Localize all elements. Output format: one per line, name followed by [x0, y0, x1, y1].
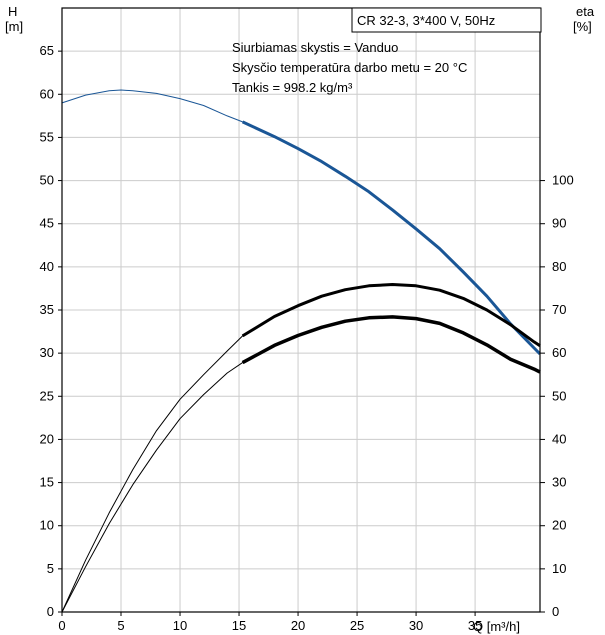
y-left-tick-label: 50 [40, 173, 54, 188]
x-tick-label: 25 [350, 618, 364, 633]
y-right-tick-label: 80 [552, 259, 566, 274]
y-left-label-symbol: H [8, 4, 17, 19]
annotation-fluid: Siurbiamas skystis = Vanduo [232, 40, 398, 55]
y-left-tick-label: 35 [40, 302, 54, 317]
title-box [351, 7, 542, 33]
y-left-tick-label: 30 [40, 345, 54, 360]
y-left-label-unit: [m] [5, 19, 23, 34]
annotation-temperature: Skysčio temperatūra darbo metu = 20 °C [232, 60, 467, 75]
x-axis-label: Q [m³/h] [473, 619, 520, 634]
x-tick-label: 10 [173, 618, 187, 633]
x-tick-label: 15 [232, 618, 246, 633]
curve-series [61, 89, 542, 613]
y-right-tick-label: 40 [552, 431, 566, 446]
x-tick-label: 5 [117, 618, 124, 633]
y-left-tick-label: 45 [40, 216, 54, 231]
y-left-tick-label: 10 [40, 518, 54, 533]
efficiency-curve-lower-thin [61, 316, 541, 613]
y-left-tick-label: 60 [40, 86, 54, 101]
y-left-tick-label: 0 [47, 604, 54, 619]
y-left-tick-label: 65 [40, 43, 54, 58]
annotation-density: Tankis = 998.2 kg/m³ [232, 80, 353, 95]
y-left-tick-label: 20 [40, 431, 54, 446]
y-right-tick-label: 100 [552, 173, 574, 188]
y-left-tick-label: 25 [40, 388, 54, 403]
y-right-tick-label: 70 [552, 302, 566, 317]
efficiency-curve-lower-bold [241, 315, 541, 374]
head-curve-bold [241, 120, 542, 356]
y-right-tick-label: 10 [552, 561, 566, 576]
y-right-tick-label: 90 [552, 216, 566, 231]
efficiency-curve-upper-bold [241, 283, 541, 348]
y-right-tick-label: 20 [552, 518, 566, 533]
x-tick-label: 20 [291, 618, 305, 633]
axes-ticks: 0510152025303540455055606501020304050607… [40, 43, 574, 633]
x-tick-label: 30 [409, 618, 423, 633]
x-tick-label: 0 [58, 618, 65, 633]
x-tick-label: 35 [468, 618, 482, 633]
y-right-label-unit: [%] [573, 19, 592, 34]
grid-lines [62, 8, 540, 612]
y-left-tick-label: 55 [40, 129, 54, 144]
y-right-tick-label: 60 [552, 345, 566, 360]
y-right-label-symbol: eta [576, 4, 595, 19]
title-box-text: CR 32-3, 3*400 V, 50Hz [357, 13, 495, 28]
y-left-tick-label: 15 [40, 475, 54, 490]
y-right-tick-label: 0 [552, 604, 559, 619]
y-left-tick-label: 40 [40, 259, 54, 274]
y-right-tick-label: 50 [552, 388, 566, 403]
y-left-tick-label: 5 [47, 561, 54, 576]
y-right-tick-label: 30 [552, 475, 566, 490]
head-curve-thin [61, 89, 541, 355]
